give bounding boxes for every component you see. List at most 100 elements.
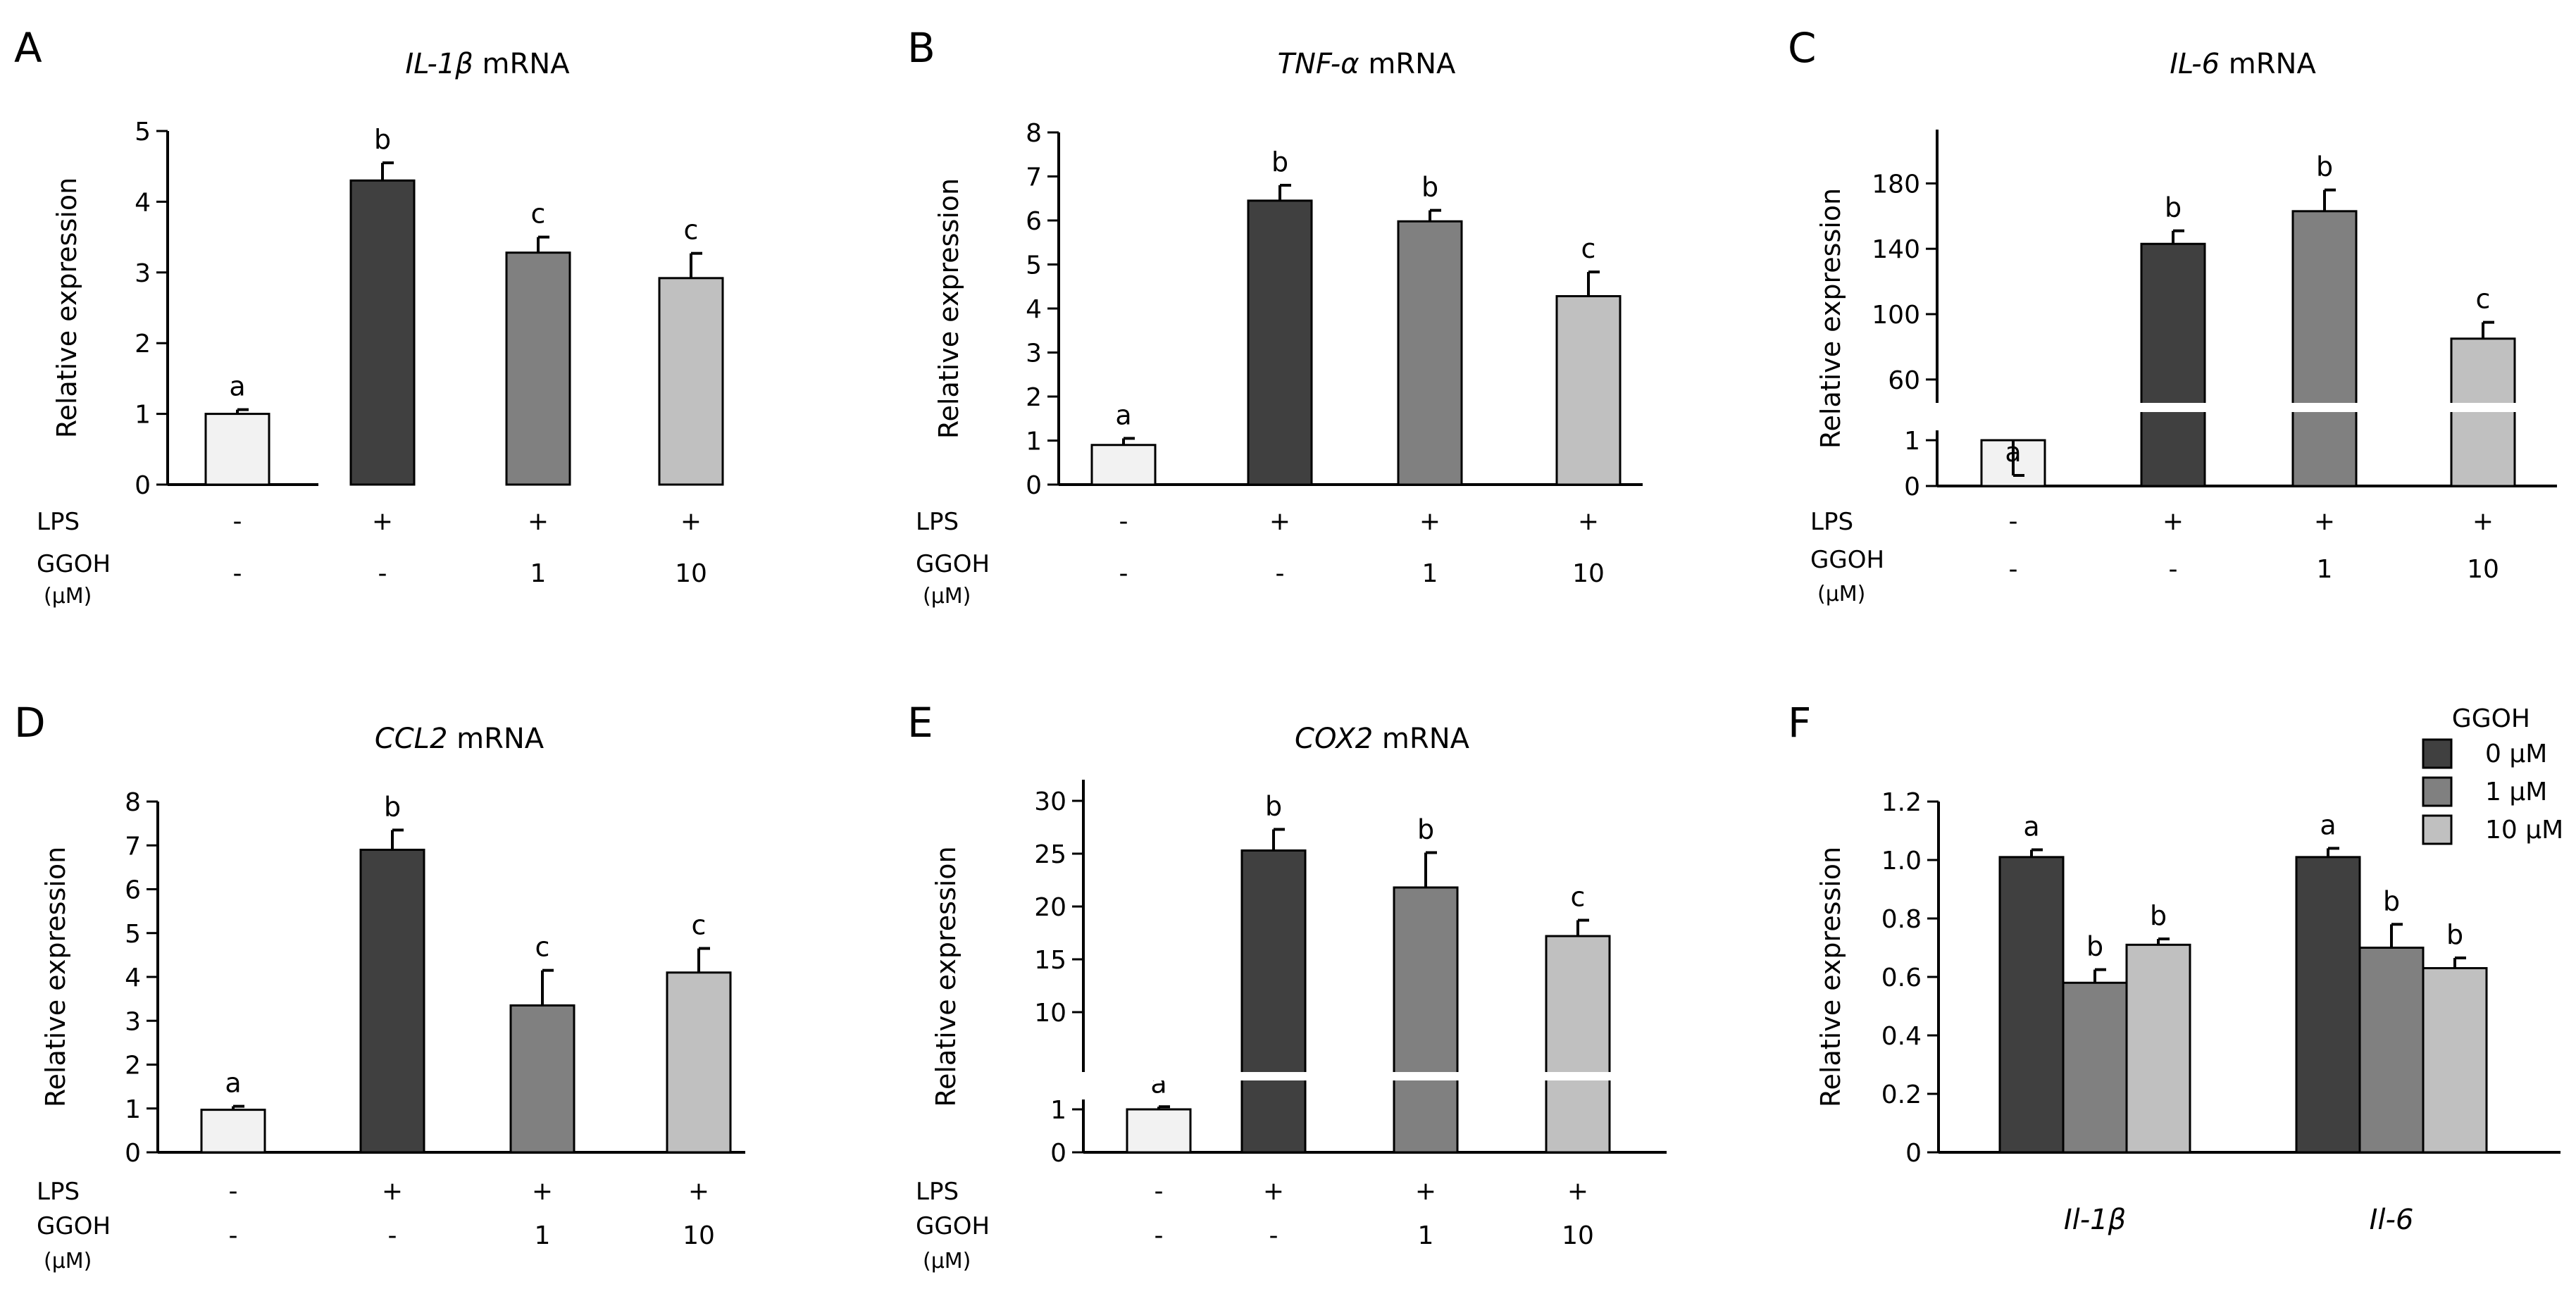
title-suffix: mRNA bbox=[1359, 48, 1456, 80]
y-tick-label: 20 bbox=[1034, 893, 1066, 922]
y-tick-label: 7 bbox=[1026, 163, 1042, 192]
y-tick-label: 1.0 bbox=[1881, 847, 1922, 876]
significance-letter: b bbox=[1421, 172, 1438, 203]
y-tick-label: 2 bbox=[135, 330, 151, 359]
lps-value: + bbox=[532, 1177, 553, 1206]
bar bbox=[2450, 337, 2516, 487]
ggoh-value: - bbox=[2169, 555, 2178, 584]
y-tick-label: 25 bbox=[1034, 840, 1066, 869]
y-tick-label: 15 bbox=[1034, 946, 1066, 975]
axis-break bbox=[1069, 1072, 1674, 1080]
significance-letter: b bbox=[2446, 919, 2463, 950]
y-tick-label: 4 bbox=[1026, 295, 1042, 324]
significance-letter: a bbox=[2023, 811, 2039, 842]
panel-a: A IL-1β mRNA Relative expression 0 1 2 3 4 5 a b c c… bbox=[14, 24, 724, 609]
ggoh-value: 1 bbox=[1422, 559, 1438, 588]
ggoh-unit-label: (μM) bbox=[923, 584, 971, 609]
bar bbox=[204, 413, 270, 486]
y-tick-label: 6 bbox=[1026, 207, 1042, 236]
y-tick-label: 2 bbox=[1026, 383, 1042, 412]
ggoh-value: 10 bbox=[683, 1221, 715, 1250]
significance-letter: a bbox=[229, 371, 245, 402]
ggoh-row-label: GGOH bbox=[37, 550, 111, 578]
lps-value: + bbox=[1567, 1177, 1588, 1206]
lps-value: + bbox=[688, 1177, 709, 1206]
ggoh-unit-label: (μM) bbox=[923, 1249, 971, 1273]
title-suffix: mRNA bbox=[2220, 48, 2316, 80]
lps-value: - bbox=[2009, 507, 2018, 536]
significance-letter: c bbox=[692, 910, 707, 941]
lps-value: + bbox=[1263, 1177, 1284, 1206]
significance-letter: b bbox=[2165, 192, 2182, 223]
y-axis-label: Relative expression bbox=[933, 178, 964, 439]
ggoh-value: - bbox=[378, 559, 387, 588]
gene-name: IL-6 bbox=[2170, 48, 2220, 80]
lps-value: - bbox=[1119, 507, 1128, 536]
significance-letter: b bbox=[2316, 151, 2333, 182]
panel-e: E COX2 mRNA Relative expression 0 1 10 15 20 25 3… bbox=[907, 699, 1674, 1273]
legend-label: 1 μM bbox=[2485, 778, 2547, 806]
significance-letter: b bbox=[1265, 791, 1282, 822]
legend-swatch bbox=[2422, 814, 2453, 845]
significance-letter: c bbox=[2476, 284, 2491, 315]
panel-title: TNF-α mRNA bbox=[1278, 48, 1456, 80]
panel-title: COX2 mRNA bbox=[1295, 723, 1470, 755]
lps-value: + bbox=[680, 507, 702, 536]
bar bbox=[359, 848, 425, 1154]
y-tick-label: 0 bbox=[1905, 1139, 1922, 1168]
lps-row-label: LPS bbox=[37, 508, 80, 536]
y-tick-label: 0 bbox=[1026, 471, 1042, 500]
lps-value: + bbox=[1415, 1177, 1436, 1206]
y-tick-label: 6 bbox=[125, 876, 141, 905]
y-tick-label: 10 bbox=[1034, 999, 1066, 1028]
bar bbox=[658, 277, 724, 486]
bar bbox=[1090, 444, 1157, 486]
gene-name: TNF-α bbox=[1278, 48, 1359, 80]
y-tick-label: 0 bbox=[1050, 1139, 1066, 1168]
bar bbox=[2125, 943, 2191, 1154]
ggoh-unit-label: (μM) bbox=[44, 1249, 92, 1273]
y-tick-label: 8 bbox=[125, 788, 141, 817]
ggoh-row-label: GGOH bbox=[916, 550, 990, 578]
ggoh-value: - bbox=[1269, 1221, 1278, 1250]
ggoh-value: 1 bbox=[2317, 555, 2333, 584]
significance-letter: b bbox=[374, 124, 391, 155]
y-tick-label: 100 bbox=[1872, 301, 1920, 330]
y-tick-label: 5 bbox=[1026, 251, 1042, 280]
ggoh-value: - bbox=[388, 1221, 397, 1250]
bar bbox=[2062, 981, 2128, 1154]
ggoh-value: - bbox=[1155, 1221, 1164, 1250]
axis-break bbox=[1923, 403, 2564, 412]
panel-letter: D bbox=[14, 699, 46, 747]
legend-label: 0 μM bbox=[2485, 740, 2547, 768]
significance-letter: b bbox=[2383, 885, 2400, 916]
ggoh-value: 10 bbox=[1572, 559, 1605, 588]
y-tick-label: 180 bbox=[1872, 170, 1920, 199]
significance-letter: a bbox=[2005, 437, 2021, 468]
ggoh-row-label: GGOH bbox=[1810, 546, 1884, 574]
y-axis-label: Relative expression bbox=[1815, 188, 1846, 449]
ggoh-value: - bbox=[1276, 559, 1285, 588]
bar bbox=[1545, 935, 1611, 1154]
significance-letter: b bbox=[384, 791, 401, 822]
gene-name: IL-1β bbox=[405, 48, 473, 80]
lps-value: + bbox=[2314, 507, 2335, 536]
panel-d: D CCL2 mRNA Relative expression 0 1 2 3 4 5 6 7 8 a b… bbox=[14, 699, 745, 1273]
bar bbox=[1240, 849, 1307, 1154]
lps-row-label: LPS bbox=[916, 508, 959, 536]
y-tick-label: 0.8 bbox=[1881, 905, 1922, 934]
category-label: Il-6 bbox=[2370, 1204, 2414, 1236]
y-tick-label: 1 bbox=[1904, 427, 1920, 456]
lps-value: - bbox=[229, 1177, 238, 1206]
bar bbox=[505, 251, 571, 486]
significance-letter: a bbox=[2320, 809, 2336, 840]
y-tick-label: 0.2 bbox=[1881, 1080, 1922, 1109]
bar bbox=[1397, 220, 1463, 486]
ggoh-value: - bbox=[229, 1221, 238, 1250]
y-axis-label: Relative expression bbox=[51, 177, 82, 438]
ggoh-value: 1 bbox=[530, 559, 547, 588]
significance-letter: b bbox=[1417, 814, 1434, 845]
panel-letter: E bbox=[907, 699, 933, 747]
legend-swatch bbox=[2422, 776, 2453, 807]
bar bbox=[200, 1109, 266, 1154]
